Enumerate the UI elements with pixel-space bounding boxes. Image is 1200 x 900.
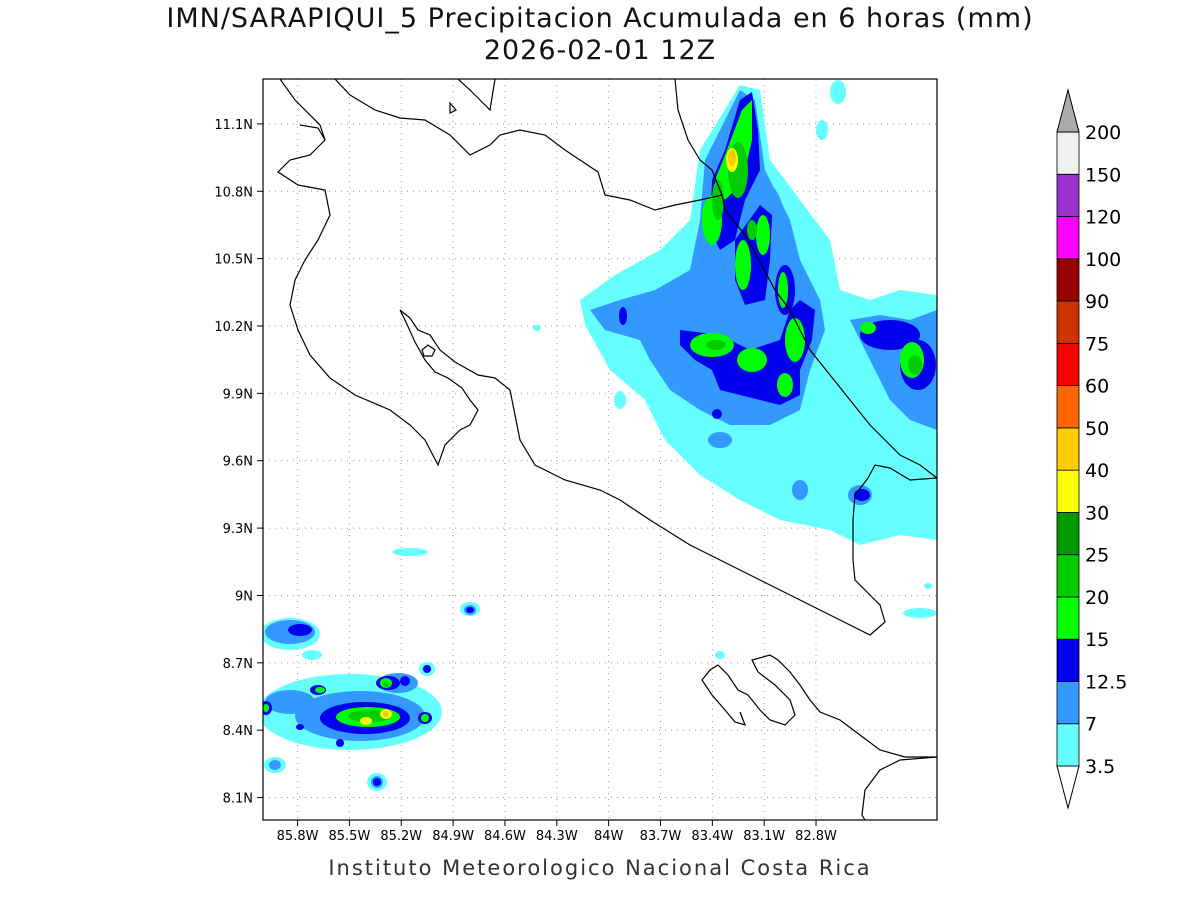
plot-area [263, 79, 937, 820]
colorbar-swatch [1056, 342, 1080, 387]
longitude-axis: 85.8W 85.5W 85.2W 84.9W 84.6W 84.3W 84W 83.7W 83… [277, 820, 837, 844]
lat-tick-label: 8.1N [223, 792, 253, 807]
colorbar-level-label: 60 [1085, 376, 1109, 398]
latitude-axis: 11.1N 10.8N 10.5N 10.2N 9.9N 9.6N 9.3N 9N 8.7N 8.… [214, 118, 263, 807]
colorbar-max-arrow [1056, 88, 1080, 133]
lon-tick-label: 84.6W [484, 829, 526, 844]
lon-tick-label: 84.3W [536, 829, 578, 844]
colorbar-swatch [1056, 216, 1080, 260]
colorbar-level-label: 40 [1085, 460, 1109, 482]
lat-tick-label: 11.1N [214, 118, 253, 133]
colorbar-swatch [1056, 512, 1080, 556]
map-datetime: 2026-02-01 12Z [483, 35, 717, 66]
lat-tick-label: 10.5N [214, 253, 253, 268]
lat-tick-label: 8.4N [223, 724, 253, 739]
map-title: IMN/SARAPIQUI_5 Precipitacion Acumulada … [166, 3, 1034, 34]
colorbar-swatch [1056, 554, 1080, 598]
colorbar-level-label: 3.5 [1085, 756, 1115, 778]
lon-tick-label: 84.9W [432, 829, 474, 844]
colorbar-min-arrow [1056, 765, 1080, 810]
lat-tick-label: 8.7N [223, 657, 253, 672]
colorbar-level-label: 200 [1085, 122, 1121, 144]
colorbar-level-label: 90 [1085, 291, 1109, 313]
colorbar-level-label: 12.5 [1085, 671, 1127, 693]
precip-40-layer [383, 150, 736, 717]
colorbar-level-label: 25 [1085, 545, 1109, 567]
colorbar-swatch [1056, 258, 1080, 302]
lon-tick-label: 85.2W [380, 829, 422, 844]
colorbar-level-label: 100 [1085, 249, 1121, 271]
lat-tick-label: 9.3N [223, 522, 253, 537]
colorbar-level-label: 20 [1085, 587, 1109, 609]
credit-line: Instituto Meteorologico Nacional Costa R… [328, 856, 872, 880]
colorbar-level-label: 30 [1085, 502, 1109, 524]
lat-tick-label: 10.8N [214, 185, 253, 200]
lon-tick-label: 83.7W [640, 829, 682, 844]
colorbar-swatch [1056, 681, 1080, 725]
colorbar-swatch [1056, 385, 1080, 429]
colorbar-level-label: 15 [1085, 629, 1109, 651]
colorbar-level-label: 7 [1085, 714, 1097, 736]
lat-tick-label: 9.6N [223, 455, 253, 470]
colorbar-swatch [1056, 469, 1080, 513]
lon-tick-label: 83.4W [691, 829, 733, 844]
lat-tick-label: 9N [235, 589, 253, 604]
colorbar-swatch [1056, 638, 1080, 682]
coastline-borders [277, 79, 937, 820]
lat-tick-label: 9.9N [223, 387, 253, 402]
lon-tick-label: 85.5W [329, 829, 371, 844]
colorbar-level-label: 120 [1085, 207, 1121, 229]
lon-tick-label: 82.8W [795, 829, 837, 844]
colorbar-swatch [1056, 596, 1080, 640]
colorbar: 3.5 7 12.5 15 20 25 30 40 50 60 75 90 100 120 150 200 [1056, 88, 1127, 810]
colorbar-swatch [1056, 131, 1080, 175]
lat-tick-label: 10.2N [214, 320, 253, 335]
colorbar-swatch [1056, 300, 1080, 344]
lon-tick-label: 85.8W [277, 829, 319, 844]
colorbar-swatch [1056, 723, 1080, 767]
colorbar-level-label: 150 [1085, 164, 1121, 186]
lon-tick-label: 83.1W [743, 829, 785, 844]
colorbar-swatch [1056, 173, 1080, 217]
colorbar-level-label: 75 [1085, 333, 1109, 355]
lon-tick-label: 84W [594, 829, 624, 844]
map-frame [262, 78, 938, 821]
colorbar-level-label: 50 [1085, 418, 1109, 440]
colorbar-swatch [1056, 427, 1080, 471]
